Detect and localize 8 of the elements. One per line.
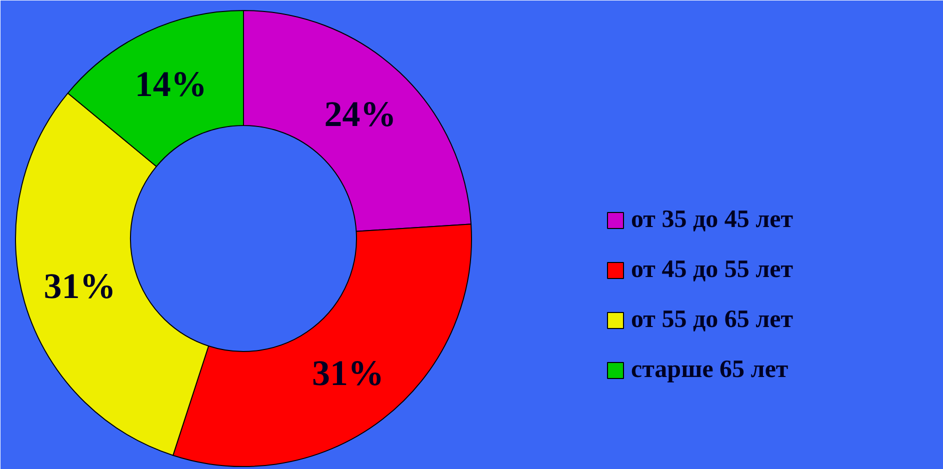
legend-label: от 55 до 65 лет <box>631 306 793 334</box>
legend-label: от 45 до 55 лет <box>631 256 793 284</box>
data-label: 31% <box>312 353 384 394</box>
data-label: 14% <box>134 64 207 104</box>
data-label: 31% <box>44 266 116 306</box>
data-label: 24% <box>324 94 396 134</box>
legend-label: от 35 до 45 лет <box>631 206 793 234</box>
legend-label: старше 65 лет <box>631 356 788 384</box>
